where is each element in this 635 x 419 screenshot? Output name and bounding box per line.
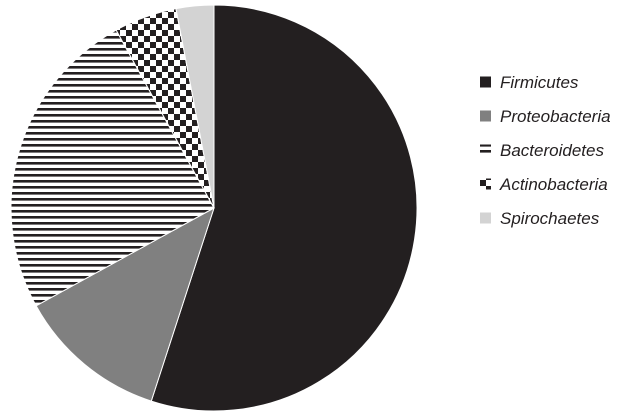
legend-item-bacteroidetes: Bacteroidetes <box>480 141 604 160</box>
legend-item-firmicutes: Firmicutes <box>480 73 579 92</box>
legend-swatch-actinobacteria <box>480 178 491 190</box>
pie-slice-firmicutes <box>150 4 418 412</box>
legend-swatch-firmicutes <box>480 76 491 88</box>
pie-slice-spirochaetes <box>175 4 215 209</box>
pie-slices <box>10 4 418 412</box>
pie-slice-proteobacteria <box>35 206 215 402</box>
legend-label-spirochaetes: Spirochaetes <box>500 209 600 228</box>
legend-label-firmicutes: Firmicutes <box>500 73 579 92</box>
legend-label-actinobacteria: Actinobacteria <box>499 175 608 194</box>
legend-label-proteobacteria: Proteobacteria <box>500 107 611 126</box>
legend-item-actinobacteria: Actinobacteria <box>480 175 608 194</box>
pie-slice-bacteroidetes <box>10 29 215 307</box>
legend-item-proteobacteria: Proteobacteria <box>480 107 611 126</box>
legend-swatch-proteobacteria <box>480 110 491 122</box>
legend-swatch-spirochaetes <box>480 212 491 224</box>
legend-swatch-bacteroidetes <box>480 144 491 156</box>
legend-label-bacteroidetes: Bacteroidetes <box>500 141 604 160</box>
legend-item-spirochaetes: Spirochaetes <box>480 209 600 228</box>
legend: Firmicutes Proteobacteria Bacteroidetes Act… <box>480 73 611 228</box>
